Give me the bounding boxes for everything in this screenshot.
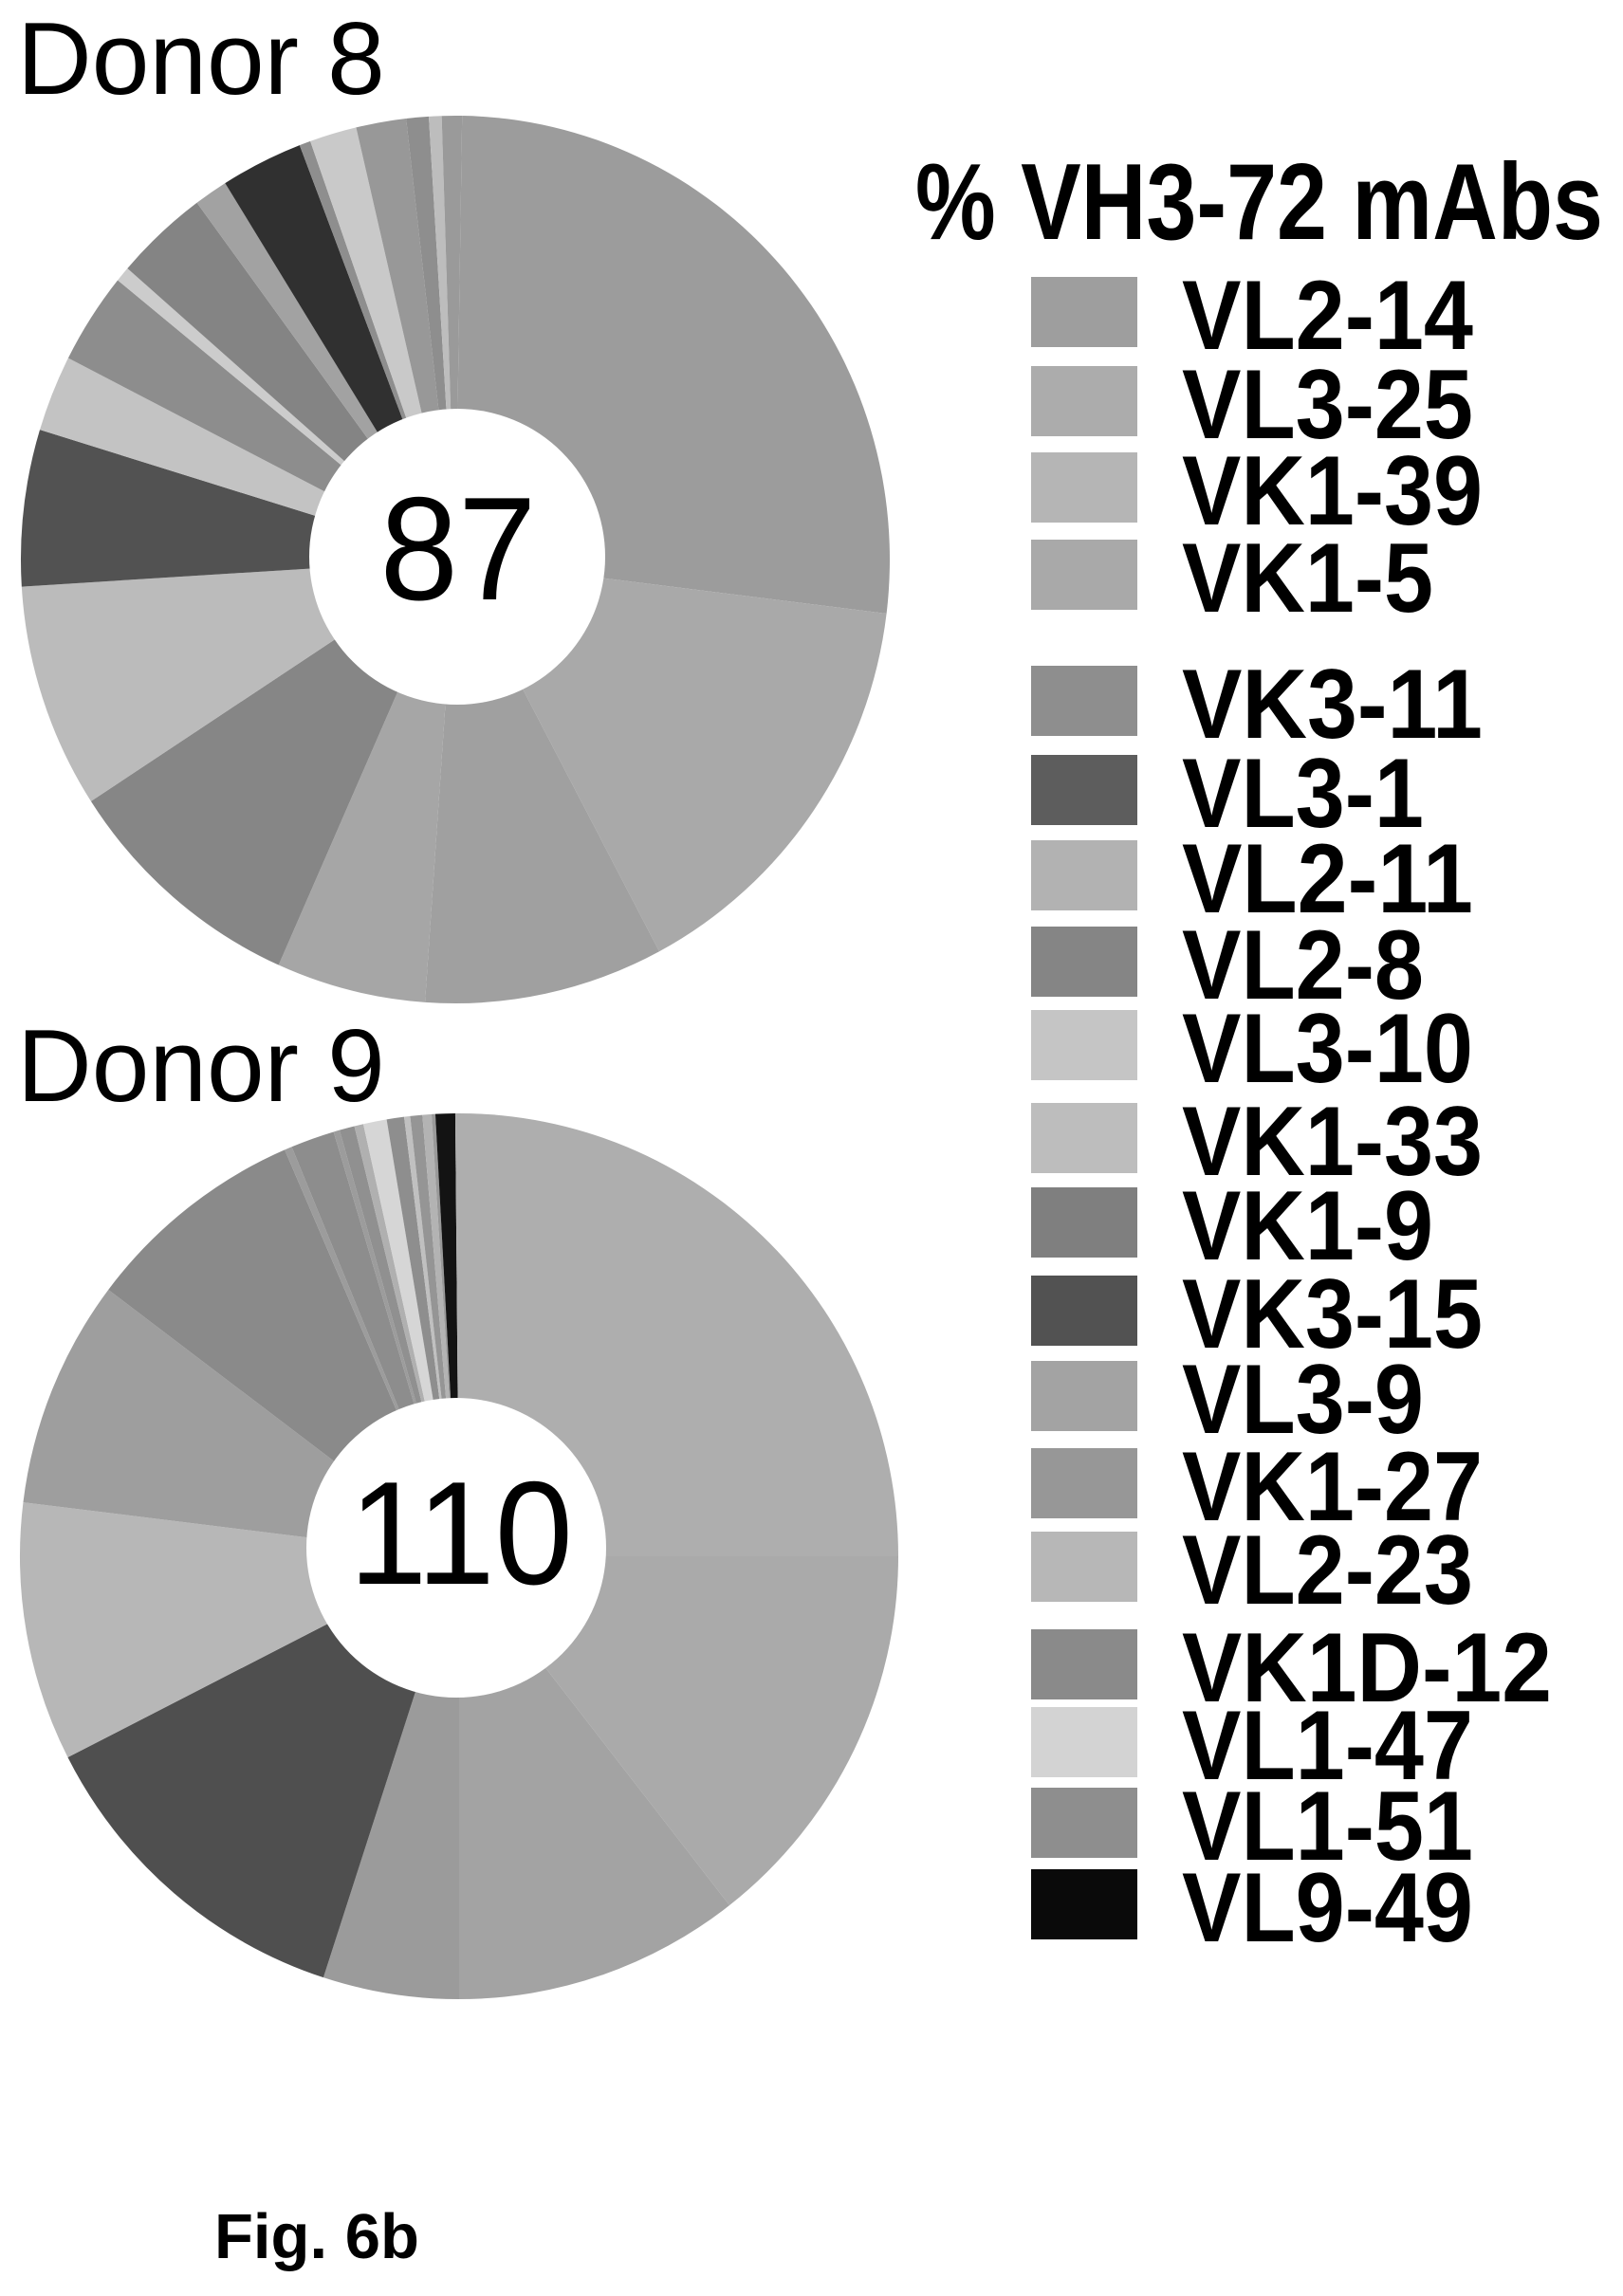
svg-text:VK1-27: VK1-27 bbox=[1182, 1432, 1483, 1542]
svg-text:VL1-51: VL1-51 bbox=[1182, 1772, 1473, 1882]
svg-text:VK1-33: VK1-33 bbox=[1182, 1087, 1483, 1197]
svg-text:VL2-8: VL2-8 bbox=[1182, 910, 1424, 1020]
svg-text:VK1-5: VK1-5 bbox=[1182, 523, 1433, 634]
svg-text:Fig. 6b: Fig. 6b bbox=[214, 2201, 419, 2272]
svg-text:VL9-49: VL9-49 bbox=[1182, 1853, 1473, 1963]
svg-text:VK1D-12: VK1D-12 bbox=[1182, 1613, 1552, 1723]
svg-text:VL2-23: VL2-23 bbox=[1182, 1515, 1473, 1626]
svg-text:VL3-25: VL3-25 bbox=[1182, 350, 1473, 460]
svg-text:87: 87 bbox=[380, 467, 537, 631]
svg-text:VL3-10: VL3-10 bbox=[1182, 994, 1473, 1104]
svg-text:Donor 8: Donor 8 bbox=[17, 1, 385, 117]
svg-text:VL2-14: VL2-14 bbox=[1182, 261, 1473, 371]
svg-text:VL3-9: VL3-9 bbox=[1182, 1345, 1424, 1455]
svg-text:Donor 9: Donor 9 bbox=[17, 1008, 385, 1124]
svg-text:VL3-1: VL3-1 bbox=[1182, 739, 1424, 849]
svg-text:VL2-11: VL2-11 bbox=[1182, 824, 1473, 934]
svg-text:110: 110 bbox=[349, 1451, 573, 1615]
svg-text:VK1-9: VK1-9 bbox=[1182, 1171, 1433, 1281]
svg-text:% VH3-72 mAbs: % VH3-72 mAbs bbox=[915, 142, 1603, 263]
svg-text:VK3-11: VK3-11 bbox=[1182, 650, 1483, 760]
svg-text:VL1-47: VL1-47 bbox=[1182, 1691, 1473, 1801]
svg-text:VK3-15: VK3-15 bbox=[1182, 1259, 1483, 1369]
svg-text:VK1-39: VK1-39 bbox=[1182, 436, 1483, 546]
